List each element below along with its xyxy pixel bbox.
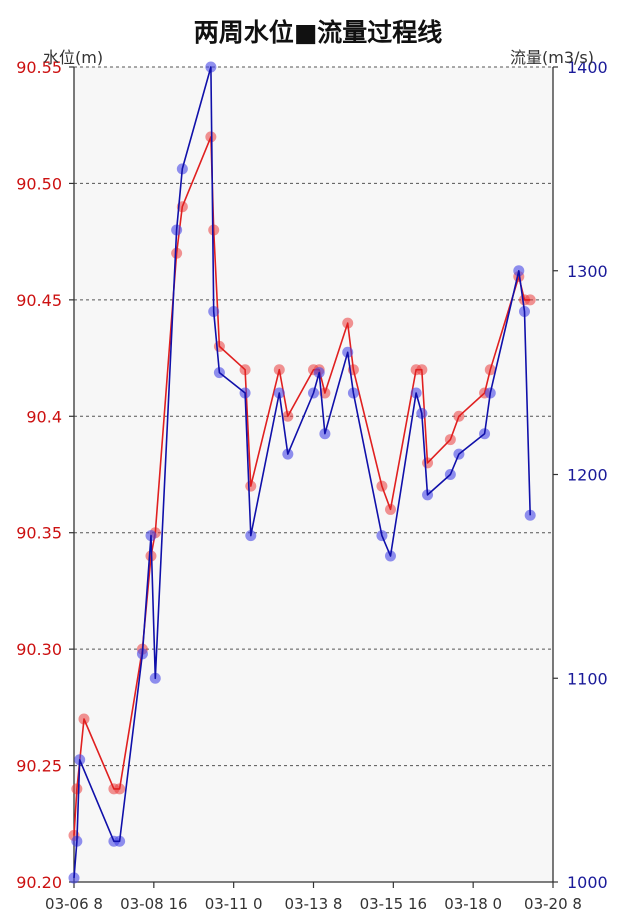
flow-series	[68, 61, 536, 884]
left-tick-label: 90.25	[16, 757, 62, 776]
flow-point	[68, 872, 80, 884]
chart-title: 两周水位■流量过程线	[194, 18, 443, 47]
right-axis-label: 流量(m3/s)	[510, 48, 594, 67]
series	[68, 61, 536, 884]
left-tick-label: 90.20	[16, 873, 62, 892]
right-tick-label: 1400	[567, 58, 608, 77]
left-axis-ticks: 90.20 90.25 90.30 90.35 90.4 90.45 90.50 90.55	[16, 58, 74, 892]
x-tick-label: 03-08 16	[120, 895, 187, 913]
x-tick-label: 03-11 0	[205, 895, 263, 913]
left-tick-label: 90.50	[16, 174, 62, 193]
x-axis-ticks: 03-06 8 03-08 16 03-11 0 03-13 8 03-15 16 03-…	[45, 882, 582, 913]
right-tick-label: 1100	[567, 669, 608, 688]
flow-line	[73, 66, 531, 878]
x-tick-label: 03-13 8	[285, 895, 343, 913]
plot-area	[74, 67, 553, 882]
right-tick-label: 1200	[567, 466, 608, 485]
right-tick-label: 1300	[567, 262, 608, 281]
left-tick-label: 90.35	[16, 524, 62, 543]
left-tick-label: 90.55	[16, 58, 62, 77]
left-tick-label: 90.30	[16, 640, 62, 659]
x-tick-label: 03-06 8	[45, 895, 103, 913]
left-tick-label: 90.4	[26, 407, 62, 426]
left-axis-label: 水位(m)	[43, 48, 103, 67]
right-tick-label: 1000	[567, 873, 608, 892]
x-tick-label: 03-18 0	[444, 895, 502, 913]
right-axis-ticks: 1000 1100 1200 1300 1400	[553, 58, 608, 892]
x-tick-label: 03-20 8	[524, 895, 582, 913]
x-tick-label: 03-15 16	[360, 895, 427, 913]
left-tick-label: 90.45	[16, 291, 62, 310]
